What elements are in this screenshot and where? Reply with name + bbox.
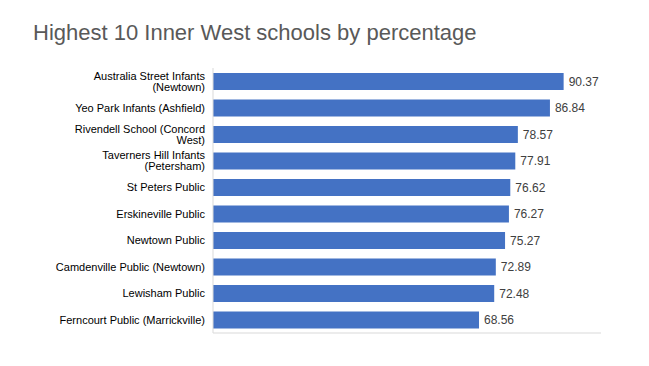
svg-text:St Peters Public: St Peters Public [127, 181, 206, 193]
svg-text:78.57: 78.57 [523, 128, 553, 142]
svg-text:Newtown Public: Newtown Public [127, 234, 206, 246]
svg-text:77.91: 77.91 [520, 154, 550, 168]
svg-text:75.27: 75.27 [510, 234, 540, 248]
svg-text:Rivendell School (ConcordWest): Rivendell School (ConcordWest) [75, 123, 205, 146]
svg-text:Taverners Hill Infants(Petersh: Taverners Hill Infants(Petersham) [102, 149, 205, 172]
svg-text:Camdenville Public (Newtown): Camdenville Public (Newtown) [56, 261, 205, 273]
svg-text:72.89: 72.89 [501, 260, 531, 274]
svg-text:76.27: 76.27 [514, 207, 544, 221]
svg-text:Lewisham Public: Lewisham Public [122, 287, 205, 299]
svg-text:Erskineville Public: Erskineville Public [116, 208, 205, 220]
svg-text:90.37: 90.37 [569, 75, 599, 89]
svg-text:Ferncourt Public (Marrickville: Ferncourt Public (Marrickville) [60, 314, 205, 326]
svg-text:68.56: 68.56 [484, 313, 514, 327]
html-text:Highest 10 Inner West schools: Highest 10 Inner West schools by percent… [33, 20, 477, 45]
svg-text:76.62: 76.62 [515, 181, 545, 195]
svg-text:Australia Street Infants(Newto: Australia Street Infants(Newtown) [94, 70, 206, 93]
svg-text:72.48: 72.48 [499, 287, 529, 301]
svg-text:Yeo Park Infants (Ashfield): Yeo Park Infants (Ashfield) [75, 102, 205, 114]
svg-text:86.84: 86.84 [555, 101, 585, 115]
